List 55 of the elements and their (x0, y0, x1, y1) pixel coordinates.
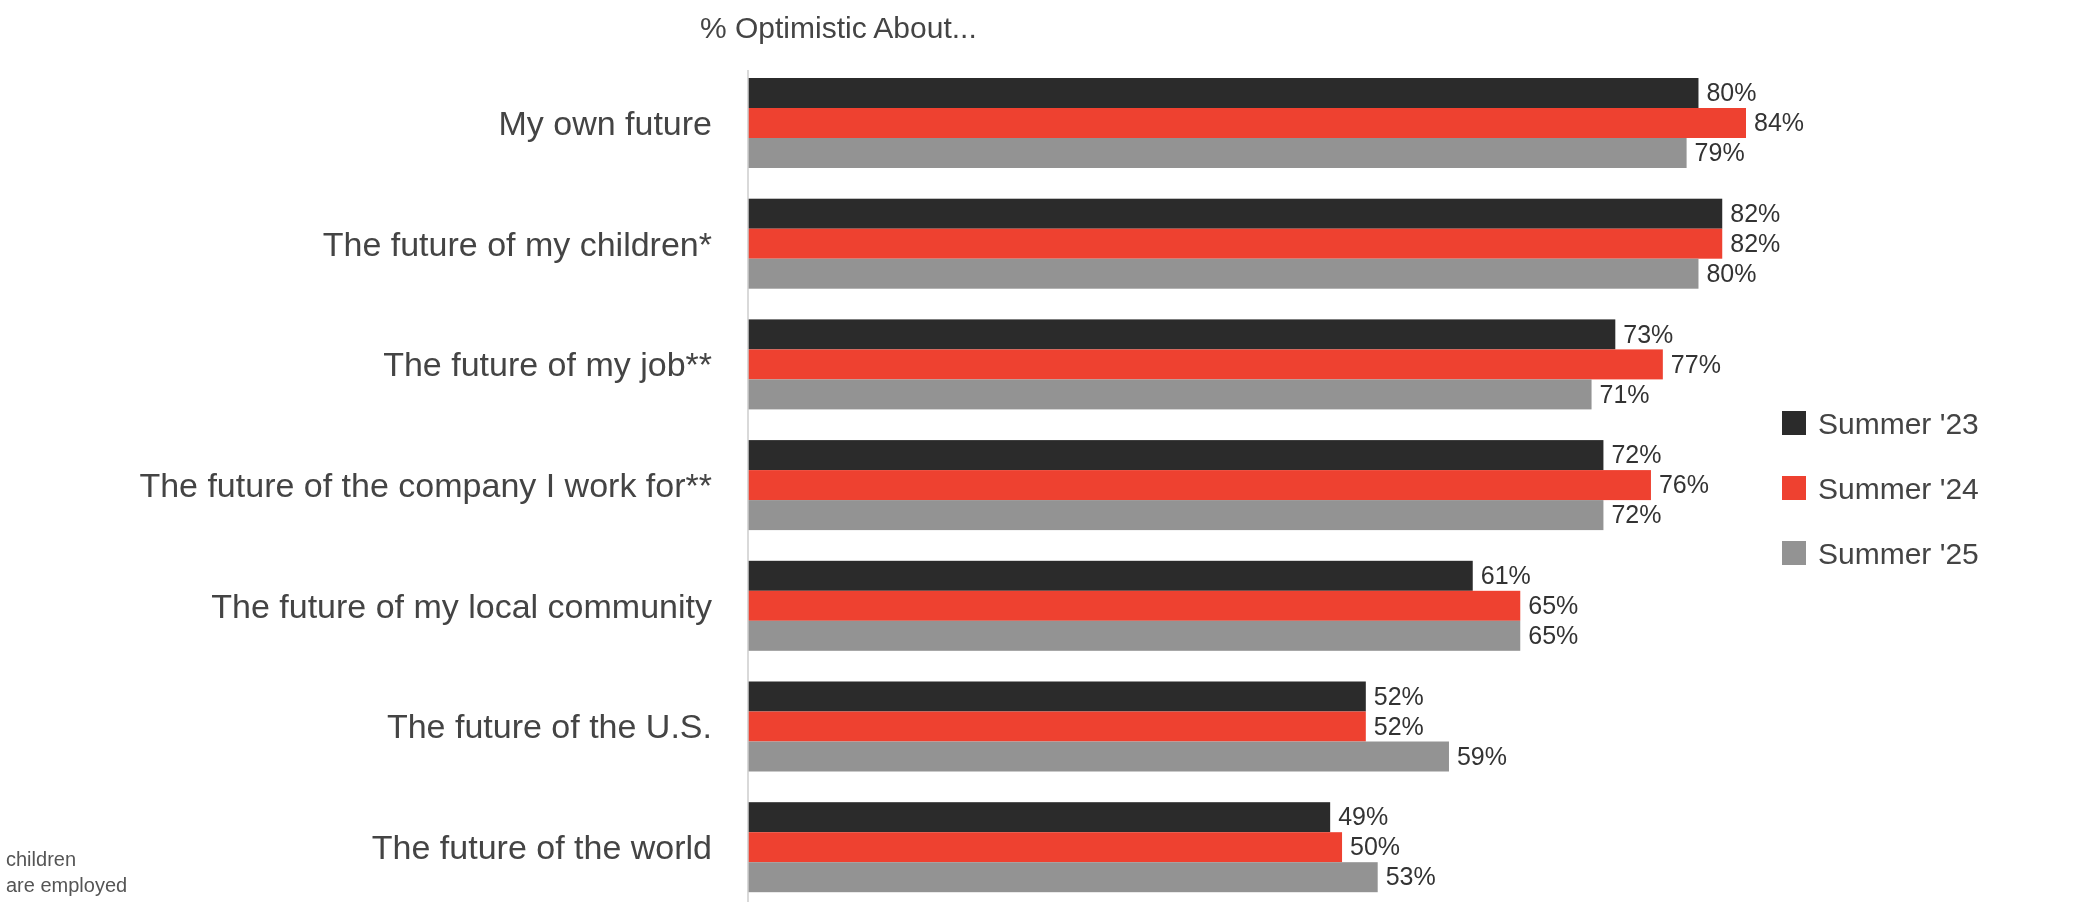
bar (748, 590, 1521, 621)
y-tick-label: The future of the company I work for** (139, 466, 712, 504)
data-label: 82% (1730, 228, 1781, 257)
data-label: 80% (1706, 258, 1757, 287)
y-tick-label: The future of my job** (383, 345, 712, 384)
data-label: 84% (1754, 108, 1805, 137)
bar (748, 470, 1651, 501)
data-label: 72% (1611, 440, 1662, 469)
data-label: 59% (1456, 741, 1508, 770)
data-label: 52% (1373, 711, 1424, 740)
bar (748, 349, 1663, 380)
bar (748, 711, 1366, 742)
legend-label: Summer '24 (1818, 471, 1979, 505)
data-label: 79% (1694, 138, 1745, 167)
bar (748, 741, 1449, 772)
y-tick-label: The future of the U.S. (386, 707, 712, 746)
bar (748, 198, 1723, 229)
y-tick-label: The future of the world (371, 828, 712, 867)
bar (748, 862, 1378, 893)
legend-label: Summer '23 (1818, 406, 1979, 440)
text: children (6, 848, 77, 870)
y-tick-label: My own future (498, 103, 712, 142)
data-label: 61% (1480, 561, 1531, 590)
bar (748, 440, 1604, 471)
data-label: 65% (1528, 591, 1579, 620)
y-tick-label: The future of my local community (211, 586, 712, 625)
bar (748, 681, 1366, 712)
bar (748, 620, 1521, 651)
bar (748, 560, 1473, 591)
legend-label: Summer '25 (1818, 536, 1979, 570)
bar (748, 108, 1746, 138)
bar (748, 379, 1592, 410)
data-label: 73% (1623, 319, 1674, 348)
bar (748, 78, 1699, 108)
data-label: 80% (1706, 78, 1757, 107)
data-label: 71% (1599, 379, 1650, 408)
data-label: 82% (1730, 198, 1781, 227)
data-label: 52% (1373, 681, 1424, 710)
y-tick-label: The future of my children* (322, 224, 712, 263)
data-label: 50% (1350, 832, 1401, 861)
data-label: 65% (1528, 621, 1579, 650)
data-label: 53% (1385, 862, 1436, 891)
data-label: 76% (1658, 470, 1709, 499)
bar (748, 138, 1687, 168)
chart-title: % Optimistic About... (700, 11, 977, 44)
text: are employed (6, 874, 128, 896)
bar (748, 832, 1343, 863)
data-label: 49% (1338, 802, 1389, 831)
bar (748, 500, 1604, 531)
bar (748, 228, 1723, 259)
bar (748, 319, 1616, 350)
data-label: 72% (1611, 500, 1662, 529)
bar (748, 258, 1699, 289)
bar (748, 802, 1331, 833)
data-label: 77% (1670, 349, 1721, 378)
